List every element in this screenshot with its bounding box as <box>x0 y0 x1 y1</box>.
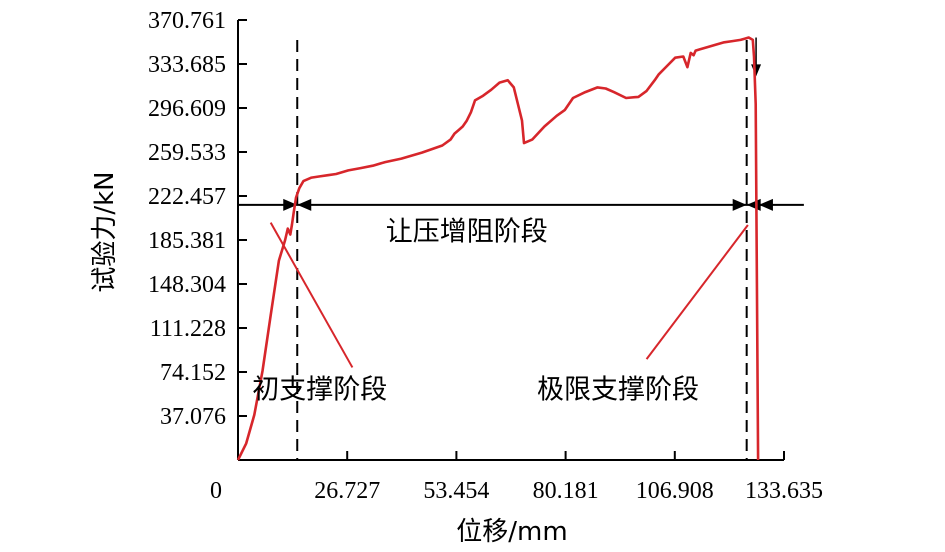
y-tick-label: 259.533 <box>148 140 226 166</box>
y-tick-label: 370.761 <box>148 8 226 34</box>
arrow-head <box>297 198 312 211</box>
ticks: 0 26.727 53.454 80.181 106.908 133.635 37.076 7… <box>148 8 823 504</box>
annotation-pointer <box>645 224 749 360</box>
x-axis-title: 位移/mm <box>456 517 567 547</box>
arrow-head <box>746 198 761 211</box>
annotation-label: 极限支撑阶段 <box>537 374 699 405</box>
x-tick-label: 26.727 <box>314 478 380 504</box>
annotation-label: 初支撑阶段 <box>252 374 387 405</box>
x-tick-label: 80.181 <box>533 478 599 504</box>
y-axis-title: 试验力/kN <box>90 171 120 292</box>
y-tick-label: 74.152 <box>160 360 226 386</box>
y-tick-label: 222.457 <box>148 184 226 210</box>
y-tick-label: 185.381 <box>148 228 226 254</box>
x-tick-label: 133.635 <box>745 478 823 504</box>
arrow-head <box>283 198 298 211</box>
annotation-label: 让压增阻阶段 <box>386 216 548 247</box>
guides <box>238 37 804 460</box>
force-displacement-curve <box>236 36 760 461</box>
arrow-head <box>732 198 747 211</box>
x-tick-label: 106.908 <box>636 478 714 504</box>
y-tick-label: 296.609 <box>148 96 226 122</box>
y-tick-label: 148.304 <box>148 272 226 298</box>
series <box>236 36 760 461</box>
unload-arrow-head <box>751 64 762 77</box>
annotation-pointer <box>269 222 354 368</box>
arrow-head <box>758 198 773 211</box>
y-tick-label: 37.076 <box>160 404 226 430</box>
x-tick-label: 0 <box>210 478 222 504</box>
y-tick-label: 111.228 <box>150 316 226 342</box>
y-tick-label: 333.685 <box>148 52 226 78</box>
x-tick-label: 53.454 <box>423 478 489 504</box>
